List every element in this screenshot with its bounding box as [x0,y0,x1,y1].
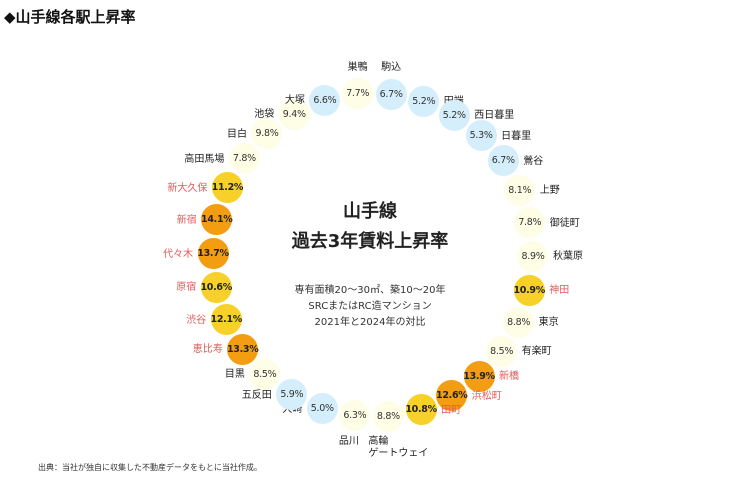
station-value-circle: 6.7% [375,78,407,110]
station-name-label: 新橋 [499,371,520,383]
station-value-circle: 12.6% [436,380,468,412]
station-value-circle: 11.2% [212,172,243,204]
station-value-circle: 5.3% [465,120,497,152]
station-value-circle: 5.0% [306,393,338,425]
station-name-label: 品川 [338,435,359,447]
station-name-label: 神田 [549,285,570,297]
station-name-label: 恵比寿 [192,344,223,356]
station-value-circle: 8.8% [503,306,535,338]
station-name-label: 東京 [538,317,559,329]
center-title-line: 山手線 [343,201,397,222]
station-name-label: 有楽町 [521,346,552,358]
station-value-circle: 9.4% [278,98,310,130]
station-value-circle: 10.9% [513,274,545,306]
station-name-label: 御徒町 [549,217,580,229]
station-value-circle: 10.6% [200,271,232,303]
station-value-circle: 13.3% [227,333,259,365]
station-value-circle: 8.5% [486,335,518,367]
station-value-circle: 6.7% [487,145,519,177]
center-subtitle-line: 過去3年賃料上昇率 [291,231,449,252]
station-name-label: 高輪 ゲートウェイ [368,436,429,460]
condition-period: 2021年と2024年の対比 [314,317,426,328]
station-value-circle: 6.6% [309,84,341,116]
station-value-circle: 9.8% [251,118,283,150]
station-name-label: 田町 [441,404,462,416]
station-name-label: 秋葉原 [552,251,583,263]
station-name-label: 高田馬場 [184,153,225,165]
station-value-circle: 7.8% [228,143,260,175]
station-value-circle: 8.1% [504,174,536,206]
station-value-circle: 8.5% [249,358,281,390]
station-name-label: 池袋 [254,109,275,120]
condition-structure: SRCまたはRC造マンション [308,301,432,312]
station-name-label: 浜松町 [471,390,502,402]
station-name-label: 目黒 [224,369,245,381]
station-name-label: 代々木 [163,248,193,260]
station-value-circle: 8.8% [372,400,404,432]
station-value-circle: 5.9% [276,379,308,411]
source-note: 出典：当社が独自に収集した不動産データをもとに当社作成。 [38,463,262,472]
station-name-label: 大塚 [284,95,305,107]
station-name-label: 原宿 [176,282,197,294]
station-value-circle: 10.8% [405,394,437,425]
station-name-label: 日暮里 [501,130,532,142]
station-value-circle: 7.7% [342,78,374,110]
station-value-circle: 13.7% [197,238,229,270]
station-value-circle: 14.1% [201,204,233,236]
condition-area-age: 専有面積20～30㎡、築10～20年 [294,285,446,296]
station-name-label: 目白 [226,128,247,140]
page-title: ◆山手線各駅上昇率 [4,8,136,26]
station-name-label: 新宿 [176,214,197,226]
station-value-circle: 13.9% [463,360,495,392]
station-name-label: 渋谷 [186,314,207,326]
station-value-circle: 8.9% [517,240,549,272]
station-name-label: 鶯谷 [523,155,544,167]
station-name-label: 新大久保 [167,182,208,194]
station-value-circle: 12.1% [211,304,242,336]
station-value-circle: 7.8% [514,207,546,239]
station-value-circle: 5.2% [438,99,470,131]
station-name-label: 五反田 [241,389,272,401]
station-name-label: 上野 [539,185,560,197]
station-value-circle: 5.2% [408,85,440,117]
station-name-label: 巣鴨 [347,61,368,73]
station-name-label: 西日暮里 [474,110,515,122]
station-name-label: 駒込 [381,62,402,74]
station-value-circle: 6.3% [339,400,371,432]
